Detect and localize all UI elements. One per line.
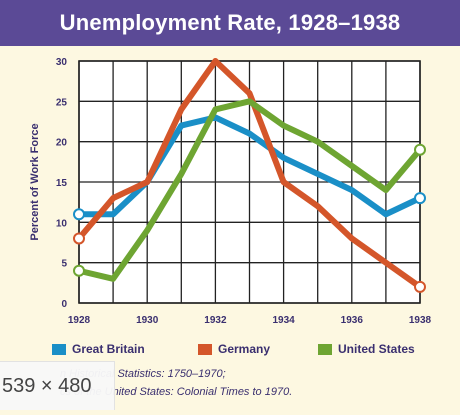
series-line-united-states <box>76 98 423 282</box>
series-point-great-britain <box>414 192 426 205</box>
series-line-great-britain <box>76 114 423 218</box>
chart-plot: 0 5 10 15 20 25 30 1928 1930 1932 1934 1936 1938 Perc… <box>29 57 432 326</box>
y-tick-label: 15 <box>56 178 68 189</box>
legend-swatch-germany <box>198 343 212 355</box>
y-tick-label: 25 <box>56 97 68 108</box>
chart-title-bar: Unemployment Rate, 1928–1938 <box>0 0 460 46</box>
x-tick-label: 1932 <box>204 315 227 326</box>
x-tick-label: 1936 <box>341 315 364 326</box>
legend-swatch-united-states <box>318 343 332 355</box>
chart-title: Unemployment Rate, 1928–1938 <box>59 10 401 35</box>
series-point-germany <box>73 232 85 245</box>
y-tick-label: 20 <box>56 138 68 149</box>
legend-item-united-states: United States <box>318 342 415 356</box>
source-line-1: n Historical Statistics: 1750–1970; <box>60 368 226 380</box>
series-point-united-states <box>73 264 85 277</box>
chart-legend: Great Britain Germany United States <box>0 338 460 364</box>
y-tick-label: 0 <box>61 299 67 310</box>
y-tick-label: 5 <box>61 259 67 270</box>
y-tick-label: 10 <box>56 218 68 229</box>
legend-label-germany: Germany <box>218 342 271 356</box>
series-point-great-britain <box>73 208 85 221</box>
image-size-label: 539 × 480 <box>2 374 92 397</box>
y-tick-label: 30 <box>56 57 68 68</box>
series-line-germany <box>76 58 423 290</box>
legend-swatch-great-britain <box>52 343 66 355</box>
x-tick-label: 1934 <box>272 315 295 326</box>
legend-label-great-britain: Great Britain <box>72 342 145 356</box>
legend-item-great-britain: Great Britain <box>52 342 145 356</box>
legend-label-united-states: United States <box>338 342 415 356</box>
series-point-united-states <box>414 143 426 156</box>
x-tick-label: 1930 <box>136 315 159 326</box>
x-tick-label: 1938 <box>409 315 432 326</box>
x-tick-label: 1928 <box>68 315 91 326</box>
source-line-2: cs of the United States: Colonial Times … <box>60 386 293 398</box>
series-point-germany <box>414 280 426 293</box>
legend-item-germany: Germany <box>198 342 270 356</box>
y-axis-label: Percent of Work Force <box>29 123 41 240</box>
source-note: n Historical Statistics: 1750–1970; cs o… <box>60 365 460 401</box>
image-size-badge: 539 × 480 <box>0 361 115 410</box>
